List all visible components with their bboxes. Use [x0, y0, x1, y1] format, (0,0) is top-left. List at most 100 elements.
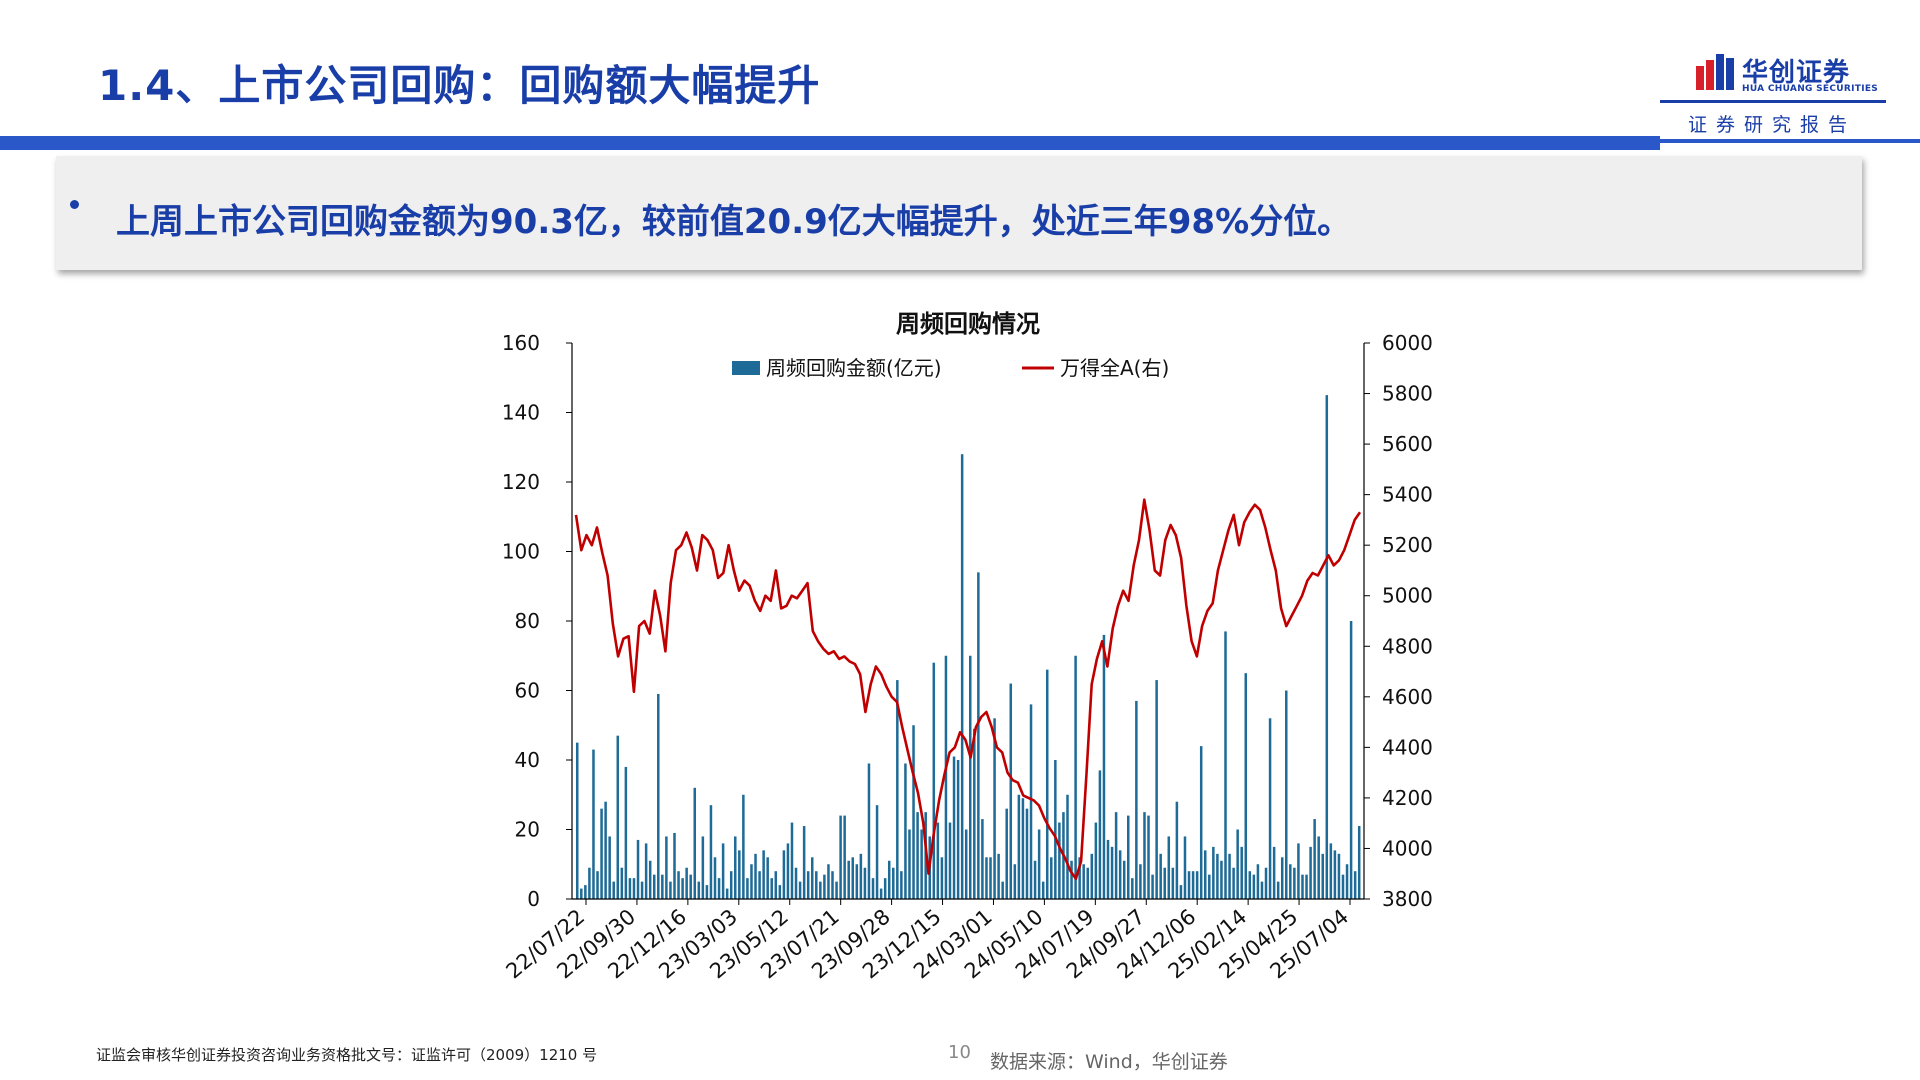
bar	[721, 843, 725, 899]
bar	[940, 857, 944, 899]
bar	[689, 874, 692, 899]
bar	[1082, 864, 1085, 899]
bar	[956, 760, 960, 899]
bar	[628, 878, 632, 899]
bar	[944, 655, 948, 899]
brand-name-en: HUA CHUANG SECURITIES	[1742, 84, 1879, 94]
bar	[989, 857, 992, 899]
brand-logo: 华创证券 HUA CHUANG SECURITIES	[1692, 52, 1878, 96]
bar	[1325, 395, 1329, 900]
bar	[1098, 770, 1102, 899]
bar	[1285, 690, 1288, 899]
bar	[1135, 700, 1138, 899]
bar	[657, 693, 660, 899]
chart-title: 周频回购情况	[896, 310, 1040, 338]
bar	[1094, 822, 1098, 899]
bar	[1114, 812, 1118, 900]
bar	[981, 819, 984, 899]
bar	[1220, 860, 1223, 899]
bar	[576, 742, 579, 900]
bar	[750, 864, 753, 899]
bar	[677, 871, 680, 899]
buyback-chart: 周频回购情况 0 20 40 60 80 100 120 140 160 3800 4000 4200 4…	[502, 310, 1433, 983]
bar	[1268, 718, 1272, 899]
bar	[1208, 874, 1211, 899]
bar	[936, 822, 940, 899]
bar	[1289, 864, 1292, 899]
y-left-tick-label: 120	[502, 470, 540, 494]
bar	[851, 857, 855, 899]
bar	[1297, 843, 1300, 899]
bar	[912, 725, 915, 899]
y-right-tick-label: 6000	[1382, 331, 1433, 355]
y-right-tick-label: 5400	[1382, 483, 1433, 507]
bar	[867, 763, 871, 899]
legend-bar-swatch	[732, 361, 760, 375]
bar	[1070, 860, 1073, 899]
bar	[802, 826, 806, 899]
bar	[681, 878, 684, 899]
bar	[1256, 864, 1260, 899]
bar	[782, 850, 786, 899]
bar	[1272, 846, 1276, 900]
bar	[1041, 881, 1045, 900]
legend-line-label: 万得全A(右)	[1060, 356, 1169, 380]
y-left-tick-label: 40	[515, 748, 540, 772]
header-bar	[0, 136, 1660, 150]
y-right-tick-label: 5600	[1382, 432, 1433, 456]
bar	[632, 878, 636, 899]
bar	[770, 878, 773, 899]
y-left-tick-label: 160	[502, 331, 540, 355]
bar	[1353, 871, 1357, 899]
bar	[644, 843, 648, 899]
y-right-tick-label: 5200	[1382, 533, 1433, 557]
y-left-tick-label: 100	[502, 540, 540, 564]
bar	[612, 881, 615, 900]
bar	[1236, 829, 1239, 899]
bar	[1078, 857, 1081, 899]
bullet-dot-icon	[70, 200, 79, 209]
bar	[916, 812, 919, 900]
bar	[1309, 846, 1312, 900]
page-title: 1.4、上市公司回购：回购额大幅提升	[98, 61, 821, 110]
bar	[1058, 822, 1061, 899]
bar	[669, 881, 672, 900]
bar	[1212, 846, 1215, 900]
bar	[1054, 760, 1057, 899]
bar	[774, 871, 778, 899]
bar	[1301, 874, 1304, 899]
bar	[766, 857, 769, 899]
bar	[1195, 871, 1199, 899]
bar	[1025, 808, 1029, 899]
bar	[717, 878, 721, 899]
bar	[798, 881, 802, 900]
bar	[738, 850, 741, 899]
bar	[758, 871, 761, 899]
bar	[1276, 881, 1280, 900]
bar	[1171, 867, 1175, 899]
bar	[1090, 853, 1094, 899]
y-left-tick-label: 60	[515, 679, 540, 703]
bar	[1345, 864, 1349, 899]
bar	[810, 857, 814, 899]
bar	[1228, 853, 1231, 899]
bar	[1122, 860, 1126, 899]
bar	[709, 805, 713, 899]
bar	[1131, 878, 1134, 899]
bar	[806, 871, 810, 899]
y-right-tick-label: 4800	[1382, 634, 1433, 658]
bar	[794, 867, 798, 899]
bar	[584, 885, 587, 899]
bar	[1005, 808, 1008, 899]
bar	[1167, 836, 1171, 899]
bar	[685, 867, 688, 899]
bar	[693, 787, 696, 899]
bar	[1021, 798, 1025, 899]
y-left-tick-label: 80	[515, 609, 540, 633]
bar	[661, 874, 664, 899]
bar	[887, 860, 891, 899]
bar	[1313, 819, 1316, 899]
bar	[1017, 794, 1021, 899]
bar	[952, 756, 956, 899]
bar	[729, 871, 733, 899]
